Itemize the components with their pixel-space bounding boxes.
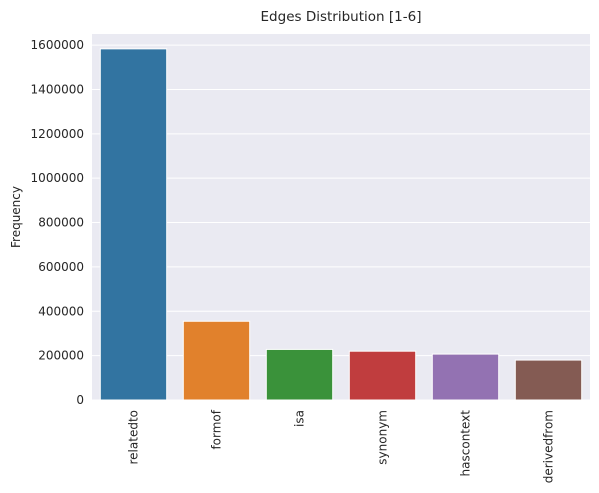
x-tick-label: isa [293, 410, 307, 427]
bar-hascontext [431, 353, 500, 401]
x-tick-label: hascontext [459, 410, 473, 477]
plot-area [92, 34, 590, 400]
x-tick-label: synonym [376, 410, 390, 465]
bar-synonym [348, 350, 417, 401]
x-tick-label: formof [210, 409, 224, 449]
y-axis-label: Frequency [9, 186, 23, 248]
bar-relatedto [99, 48, 168, 401]
x-tick-label: derivedfrom [542, 410, 556, 483]
y-tick-label: 400000 [38, 304, 84, 318]
bars [99, 48, 583, 401]
grid-lines [92, 44, 590, 401]
y-tick-label: 1200000 [31, 127, 84, 141]
bar-derivedfrom [514, 359, 583, 401]
x-axis-ticks: relatedto formof isa synonym hascontext deriv… [127, 409, 556, 483]
y-tick-label: 1000000 [31, 171, 84, 185]
y-tick-label: 200000 [38, 349, 84, 363]
y-tick-label: 600000 [38, 260, 84, 274]
bar-isa [265, 348, 334, 401]
x-tick-label: relatedto [127, 410, 141, 465]
y-tick-label: 1600000 [31, 38, 84, 52]
y-axis-ticks: 0 200000 400000 600000 800000 1000000 1200000 1… [31, 38, 84, 407]
bar-formof [182, 320, 251, 401]
y-tick-label: 1400000 [31, 82, 84, 96]
y-tick-label: 0 [76, 393, 84, 407]
chart-title: Edges Distribution [1-6] [261, 9, 422, 25]
y-tick-label: 800000 [38, 216, 84, 230]
